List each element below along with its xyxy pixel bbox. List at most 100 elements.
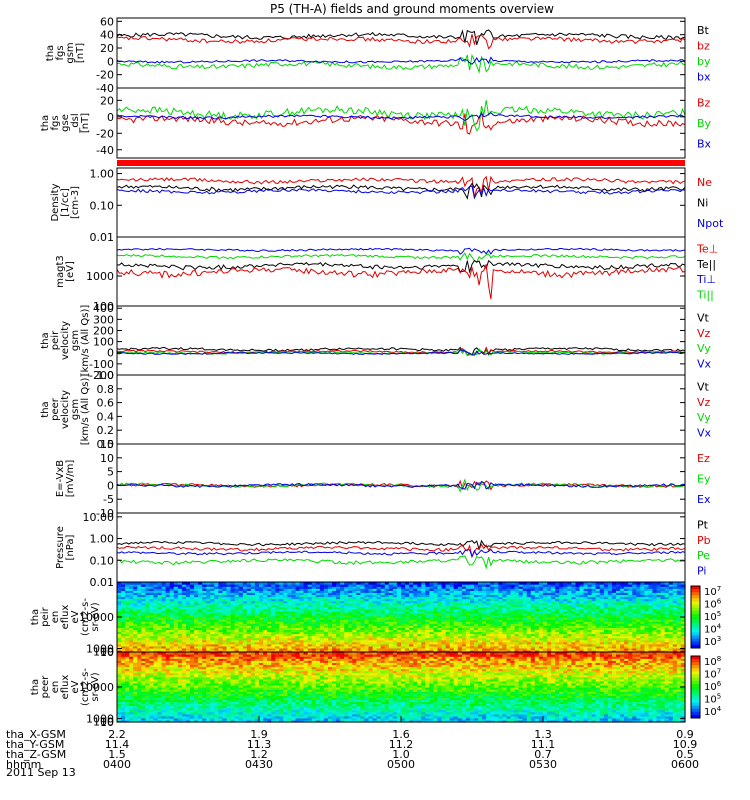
heatmap-cell — [522, 617, 528, 620]
heatmap-cell — [165, 610, 171, 614]
y-tick-label: 20 — [100, 42, 114, 55]
heatmap-cell — [267, 633, 272, 637]
heatmap-cell — [161, 614, 167, 618]
heatmap-cell — [372, 649, 378, 653]
heatmap-cell — [380, 610, 386, 614]
heatmap-cell — [538, 619, 544, 622]
heatmap-cell — [599, 610, 605, 614]
heatmap-cell — [587, 649, 593, 653]
heatmap-cell — [332, 633, 337, 637]
heatmap-cell — [206, 633, 211, 637]
heatmap-cell — [433, 641, 439, 645]
heatmap-cell — [486, 649, 491, 653]
heatmap-cell — [145, 637, 151, 641]
heatmap-cell — [323, 619, 329, 622]
heatmap-cell — [421, 639, 426, 643]
heatmap-cell — [303, 627, 309, 630]
heatmap-cell — [384, 637, 390, 641]
heatmap-cell — [311, 617, 317, 620]
heatmap-cell — [181, 631, 187, 635]
heatmap-cell — [656, 647, 662, 651]
heatmap-cell — [595, 612, 601, 616]
heatmap-cell — [413, 639, 418, 643]
heatmap-cell — [664, 645, 670, 649]
heatmap-cell — [169, 596, 175, 600]
heatmap-cell — [547, 596, 552, 600]
heatmap-cell — [307, 614, 313, 618]
heatmap-cell — [230, 584, 236, 587]
heatmap-cell — [453, 606, 459, 610]
heatmap-cell — [291, 625, 297, 628]
legend-label: Te⊥ — [696, 243, 718, 256]
heatmap-cell — [445, 604, 451, 608]
heatmap-cell — [676, 621, 682, 624]
heatmap-cell — [437, 617, 443, 620]
heatmap-cell — [575, 641, 581, 645]
heatmap-cell — [632, 617, 637, 620]
heatmap-cell — [668, 629, 674, 633]
heatmap-cell — [222, 639, 228, 643]
heatmap-cell — [319, 631, 325, 635]
heatmap-cell — [190, 602, 195, 606]
heatmap-cell — [547, 623, 552, 626]
heatmap-cell — [668, 588, 674, 591]
heatmap-cell — [364, 590, 370, 593]
heatmap-cell — [547, 588, 552, 591]
heatmap-cell — [413, 633, 418, 637]
heatmap-cell — [510, 631, 516, 635]
heatmap-cell — [465, 612, 471, 616]
heatmap-cell — [575, 649, 581, 653]
heatmap-cell — [372, 639, 378, 643]
heatmap-cell — [340, 608, 345, 612]
heatmap-cell — [157, 604, 163, 608]
heatmap-cell — [392, 582, 398, 585]
heatmap-cell — [563, 598, 568, 602]
heatmap-cell — [275, 612, 280, 616]
heatmap-cell — [352, 590, 357, 593]
heatmap-cell — [307, 586, 313, 589]
heatmap-cell — [250, 612, 256, 616]
heatmap-cell — [555, 631, 560, 635]
heatmap-cell — [364, 627, 370, 630]
heatmap-cell — [311, 590, 317, 593]
heatmap-cell — [555, 647, 560, 651]
heatmap-cell — [117, 582, 122, 585]
heatmap-cell — [599, 584, 605, 587]
heatmap-cell — [672, 606, 678, 610]
heatmap-cell — [380, 606, 386, 610]
heatmap-cell — [409, 584, 414, 587]
heatmap-cell — [279, 598, 284, 602]
heatmap-cell — [291, 643, 297, 647]
heatmap-cell — [380, 643, 386, 647]
heatmap-cell — [506, 617, 512, 620]
heatmap-cell — [198, 631, 203, 635]
heatmap-cell — [522, 586, 528, 589]
heatmap-cell — [510, 596, 516, 600]
heatmap-cell — [534, 631, 540, 635]
heatmap-cell — [595, 645, 601, 649]
heatmap-cell — [275, 639, 280, 643]
heatmap-cell — [267, 641, 272, 645]
heatmap-cell — [291, 641, 297, 645]
heatmap-cell — [547, 627, 552, 630]
heatmap-cell — [498, 582, 504, 585]
heatmap-cell — [591, 635, 597, 639]
heatmap-cell — [526, 623, 532, 626]
heatmap-cell — [506, 600, 512, 604]
heatmap-cell — [632, 586, 637, 589]
heatmap-cell — [206, 592, 211, 595]
heatmap-cell — [624, 623, 629, 626]
heatmap-cell — [433, 604, 439, 608]
heatmap-cell — [372, 590, 378, 593]
heatmap-cell — [356, 610, 362, 614]
heatmap-cell — [356, 617, 362, 620]
heatmap-cell — [344, 586, 349, 589]
heatmap-cell — [380, 649, 386, 653]
heatmap-cell — [279, 643, 284, 647]
heatmap-cell — [283, 623, 288, 626]
heatmap-cell — [583, 590, 589, 593]
heatmap-cell — [607, 606, 613, 610]
heatmap-cell — [490, 641, 495, 645]
heatmap-cell — [664, 635, 670, 639]
heatmap-cell — [376, 606, 382, 610]
